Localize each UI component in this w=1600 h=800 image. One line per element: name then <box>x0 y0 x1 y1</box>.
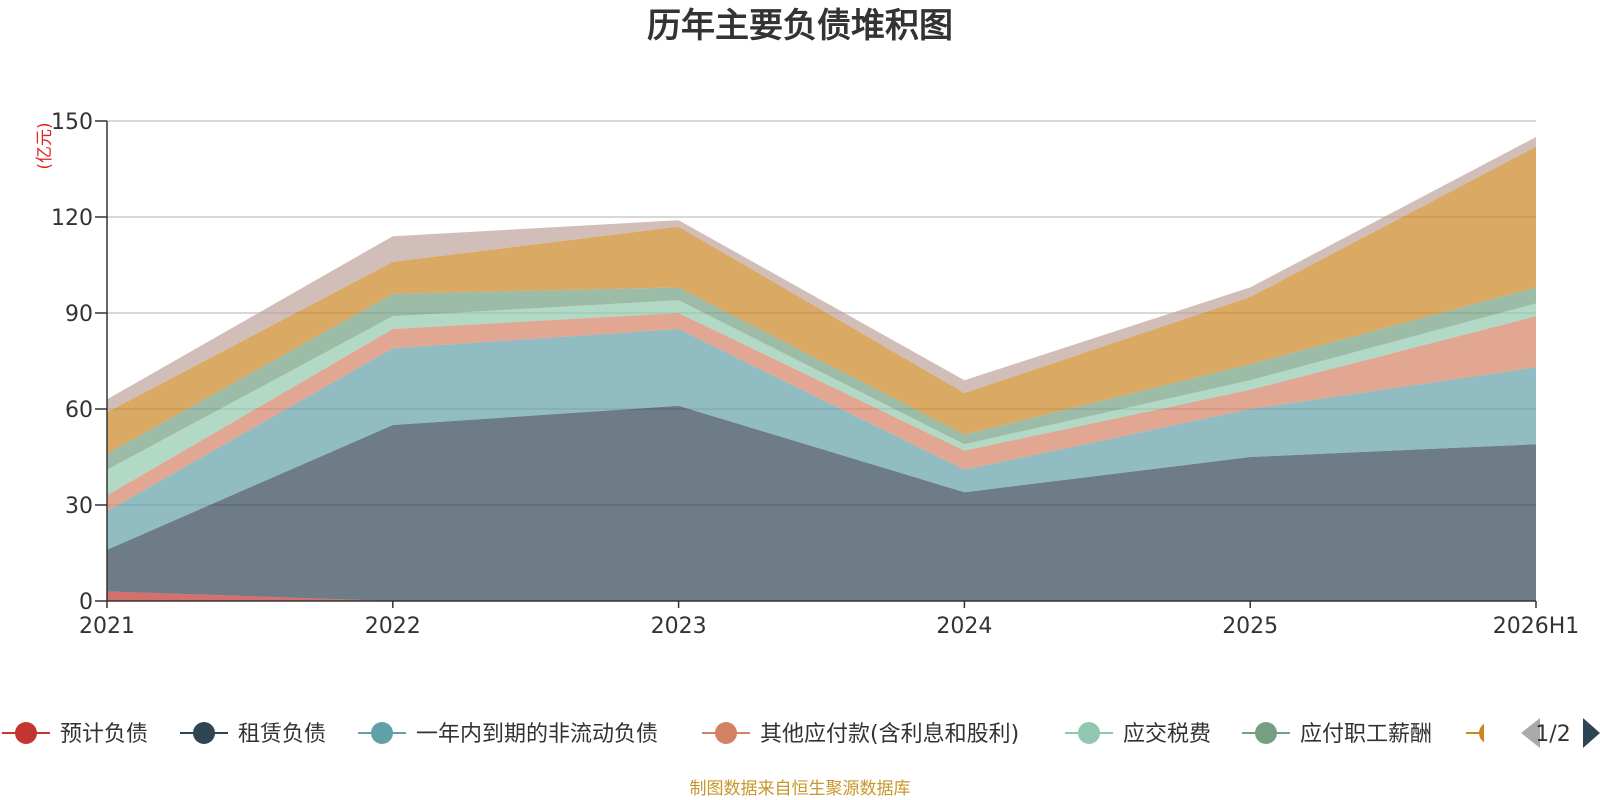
chart-title: 历年主要负债堆积图 <box>647 6 953 46</box>
legend-label: 应付职工薪酬 <box>1300 722 1432 747</box>
legend-label: 应交税费 <box>1123 722 1211 747</box>
area-series-0[interactable] <box>107 591 1536 601</box>
legend-item-2[interactable]: 一年内到期的非流动负债 <box>358 722 658 747</box>
area-series-6[interactable] <box>107 146 1536 454</box>
legend-circle-marker <box>1479 723 1484 743</box>
y-tick-label: 150 <box>51 110 93 135</box>
x-tick-label: 2021 <box>79 614 135 639</box>
legend-circle-marker <box>15 722 37 744</box>
legend-prev-page-icon[interactable] <box>1521 718 1540 748</box>
area-series-2[interactable] <box>107 329 1536 550</box>
x-tick-label: 2023 <box>651 614 707 639</box>
axes: 0 30 60 90 120 150 2021 2022 2023 2024 2025 2026H1 <box>51 110 1579 639</box>
y-tick-label: 90 <box>65 302 93 327</box>
legend-circle-marker <box>1078 722 1100 744</box>
legend-circle-marker <box>371 722 393 744</box>
area-series-group <box>107 137 1536 601</box>
x-tick-label: 2024 <box>936 614 992 639</box>
legend-item-0[interactable]: 预计负债 <box>2 722 148 747</box>
y-tick-label: 120 <box>51 206 93 231</box>
legend-item-6-truncated[interactable] <box>1466 722 1514 744</box>
y-tick-label: 60 <box>65 398 93 423</box>
legend-label: 预计负债 <box>60 722 148 747</box>
legend[interactable]: 预计负债 租赁负债 一年内到期的非流动负债 其他应付款(含利息和股利) 应交税费 应付职工… <box>2 718 1600 748</box>
legend-item-5[interactable]: 应付职工薪酬 <box>1242 722 1432 747</box>
legend-circle-marker <box>1255 722 1277 744</box>
legend-next-page-icon[interactable] <box>1583 718 1600 748</box>
legend-circle-marker <box>193 722 215 744</box>
legend-item-4[interactable]: 应交税费 <box>1065 722 1211 747</box>
area-series-5[interactable] <box>107 287 1536 470</box>
legend-circle-marker <box>715 722 737 744</box>
legend-label: 一年内到期的非流动负债 <box>416 722 658 747</box>
y-tick-label: 0 <box>79 590 93 615</box>
legend-page-indicator: 1/2 <box>1535 722 1570 747</box>
x-tick-label: 2022 <box>365 614 421 639</box>
legend-item-3[interactable]: 其他应付款(含利息和股利) <box>702 722 1019 747</box>
x-tick-label: 2026H1 <box>1493 614 1580 639</box>
y-tick-label: 30 <box>65 494 93 519</box>
data-source-note: 制图数据来自恒生聚源数据库 <box>690 779 911 799</box>
legend-item-1[interactable]: 租赁负债 <box>180 722 326 747</box>
area-series-1[interactable] <box>107 405 1536 601</box>
legend-label: 租赁负债 <box>238 722 326 747</box>
x-tick-label: 2025 <box>1222 614 1278 639</box>
legend-label: 其他应付款(含利息和股利) <box>760 722 1019 747</box>
y-axis-unit-label: (亿元) <box>35 122 55 169</box>
